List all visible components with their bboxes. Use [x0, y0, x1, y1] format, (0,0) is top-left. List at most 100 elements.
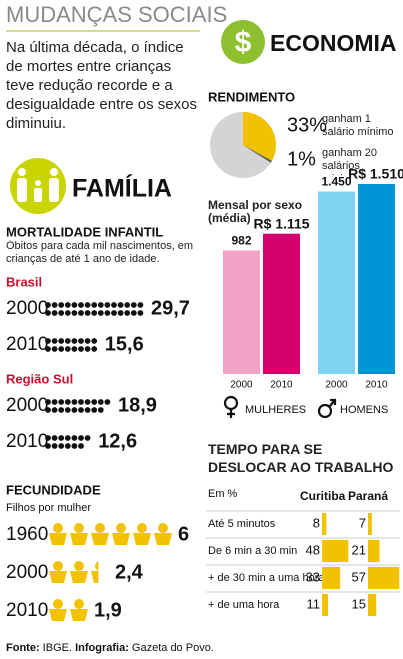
baby-head: [74, 561, 84, 571]
dot: [84, 346, 91, 352]
year-label: 2010: [6, 431, 48, 452]
baby-head: [53, 599, 63, 609]
section-title: MORTALIDADE INFANTIL: [6, 224, 163, 239]
dot: [130, 302, 137, 308]
dot: [137, 310, 144, 316]
value-label: 6: [178, 523, 189, 545]
dot: [71, 435, 78, 441]
dot: [78, 346, 84, 352]
dot: [130, 310, 137, 316]
value-label: 15: [352, 596, 366, 611]
pie-value: 1%: [287, 148, 316, 170]
value-label: 1,9: [94, 599, 122, 621]
dot: [84, 338, 91, 344]
dot: [117, 310, 124, 316]
familia-icon: [10, 158, 66, 214]
economia-icon: [221, 20, 265, 64]
footer-source: IBGE.: [43, 642, 72, 654]
baby-row: [49, 599, 88, 621]
baby-body: [49, 609, 67, 621]
pie-slice: [243, 145, 272, 163]
dot: [51, 435, 58, 441]
section-subtitle: Óbitos para cada mil nascimentos, em cri…: [6, 240, 194, 265]
value-label: 12,6: [98, 430, 137, 452]
dot: [97, 407, 104, 413]
dot: [51, 338, 58, 344]
dot: [45, 302, 51, 308]
dot: [51, 407, 58, 413]
baby-head: [95, 561, 99, 571]
footer-source-label: Fonte:: [6, 642, 40, 654]
dot: [84, 302, 91, 308]
baby-row: [49, 523, 172, 545]
ring: [223, 395, 239, 411]
bar-label: R$ 1.510: [348, 166, 403, 182]
value-label: 48: [306, 542, 320, 557]
arrow: [328, 398, 337, 408]
pie-label: ganham 20 salários mínimos: [322, 147, 378, 175]
bar: [368, 540, 380, 562]
dot: [91, 346, 98, 352]
dot: [104, 310, 111, 316]
dot: [45, 443, 51, 449]
year-label: 2000: [6, 298, 48, 319]
male-symbol: [317, 398, 337, 419]
intro-text-box: Na última década, o índice de mortes ent…: [6, 39, 197, 132]
female-symbol: [223, 395, 239, 418]
value-label: 18,9: [118, 394, 157, 416]
baby-body: [70, 571, 88, 583]
baby-body: [70, 533, 88, 545]
baby-head: [74, 523, 84, 533]
unit-label: Em %: [208, 488, 238, 500]
row-label: + de uma hora: [208, 599, 280, 611]
dot: [97, 302, 104, 308]
baby-row: [49, 561, 99, 583]
dot: [45, 435, 51, 441]
x-tick-label: 2000: [325, 380, 348, 391]
row-label: De 6 min a 30 min: [208, 545, 297, 557]
dot: [51, 302, 58, 308]
footer: Fonte: IBGE. Infografia: Gazeta do Povo.: [6, 642, 214, 654]
x-tick-label: 2000: [230, 380, 253, 391]
dot: [45, 407, 51, 413]
bar: [322, 513, 327, 535]
dot: [64, 338, 71, 344]
dot: [58, 302, 65, 308]
baby-head: [74, 599, 84, 609]
dot: [71, 310, 78, 316]
dot: [91, 310, 98, 316]
dot: [78, 407, 84, 413]
bar-label: 1.450: [321, 175, 351, 189]
dot: [78, 435, 84, 441]
pie-value: 33%: [287, 114, 327, 136]
dot: [78, 302, 84, 308]
baby-head: [53, 561, 63, 571]
dot: [137, 302, 144, 308]
section-title: Mensal por sexo (média): [208, 199, 303, 225]
baby-body: [133, 533, 151, 545]
economia-icon-glyph: $: [235, 26, 252, 59]
dot: [64, 399, 71, 405]
dot: [78, 399, 84, 405]
section-subtitle-box: Óbitos para cada mil nascimentos, em cri…: [6, 240, 194, 265]
baby-head: [95, 523, 105, 533]
cross: [227, 409, 235, 418]
dot: [91, 399, 98, 405]
dot-row: [45, 302, 144, 316]
baby-body: [112, 533, 130, 545]
legend-label: MULHERES: [245, 404, 306, 416]
dot: [58, 399, 65, 405]
pie-label-box: ganham 1 salário mínimo: [322, 113, 394, 138]
footer-credit-label: Infografia:: [75, 642, 129, 654]
x-tick-label: 2010: [365, 380, 388, 391]
economia-title: ECONOMIA: [270, 30, 397, 56]
dot: [45, 346, 51, 352]
bar: [322, 567, 341, 589]
dot: [64, 310, 71, 316]
dot: [64, 302, 71, 308]
page-title: MUDANÇAS SOCIAIS: [6, 2, 227, 27]
baby-head: [137, 523, 147, 533]
value-label: 8: [313, 515, 320, 530]
year-label: 2010: [6, 600, 48, 621]
dot: [58, 346, 65, 352]
